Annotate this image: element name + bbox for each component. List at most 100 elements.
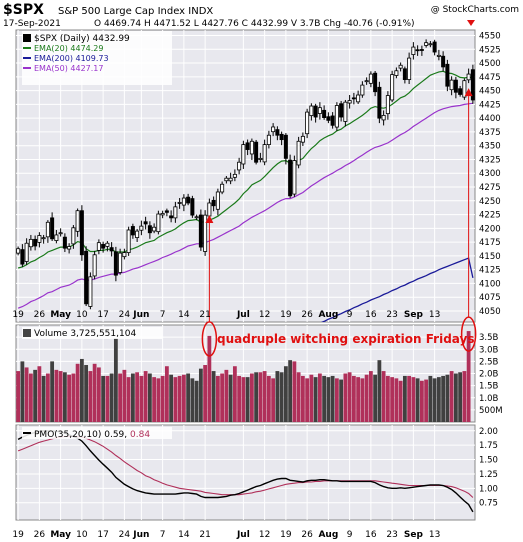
candle-body [351, 97, 356, 100]
candle [428, 41, 433, 48]
candle-body [428, 43, 433, 46]
candle [390, 70, 395, 103]
candle [322, 105, 327, 120]
candle-body [190, 198, 195, 216]
x-tick-label-bottom: 26 [301, 530, 313, 540]
candle-body [41, 237, 46, 240]
candle [41, 234, 46, 244]
candle-body [62, 236, 67, 249]
candle [224, 176, 229, 184]
candle [181, 194, 186, 212]
price-ytick-label: 4450 [479, 87, 501, 97]
candle-body [45, 221, 50, 238]
volume-bar [241, 377, 246, 422]
candle [453, 76, 458, 99]
volume-bar [207, 335, 212, 422]
price-ytick-label: 4150 [479, 252, 501, 262]
candle-body [343, 101, 348, 122]
volume-bar [322, 375, 327, 422]
volume-bar [466, 331, 471, 422]
candle [58, 228, 63, 237]
candle [71, 225, 76, 249]
candle-body [203, 214, 208, 252]
volume-bar [37, 366, 42, 422]
candle-body [156, 213, 161, 233]
volume-bar [424, 379, 429, 422]
x-tick-label-price: 16 [365, 310, 377, 320]
volume-bar [20, 361, 25, 422]
volume-ytick-label: 1.5B [479, 382, 499, 392]
candle [45, 220, 50, 243]
candle-body [254, 141, 259, 163]
x-tick-label-bottom: 10 [76, 530, 88, 540]
x-tick-label-price: 21 [199, 310, 210, 320]
volume-bar [215, 375, 220, 422]
candle-body [186, 196, 191, 204]
volume-bar [326, 377, 331, 422]
candle [254, 139, 259, 165]
price-ytick-label: 4550 [479, 32, 501, 42]
candle-body [164, 210, 169, 213]
volume-bar [453, 373, 458, 422]
x-tick-label-price: 23 [386, 310, 397, 320]
candle-body [24, 242, 29, 262]
candle [258, 152, 263, 163]
price-ytick-label: 4475 [479, 73, 501, 83]
candle [62, 233, 67, 253]
candle [470, 64, 475, 104]
candle-body [54, 234, 59, 241]
candle [373, 70, 378, 97]
x-tick-label-bottom: 26 [34, 530, 46, 540]
annotation-arrowhead [464, 88, 473, 97]
candle [28, 234, 33, 251]
candle [347, 95, 352, 109]
candle [343, 99, 348, 127]
pmo-ytick-label: 1.75 [479, 441, 498, 451]
candle-body [377, 86, 382, 119]
candle [198, 209, 203, 251]
candle [309, 103, 314, 121]
volume-bar [105, 375, 110, 422]
candle-body [458, 88, 463, 95]
volume-ytick-label: 3.0B [479, 345, 499, 355]
candle [411, 42, 416, 60]
candle [211, 196, 216, 212]
candle-body [373, 72, 378, 93]
x-tick-label-price: Jul [236, 310, 250, 320]
price-ytick-label: 4375 [479, 128, 501, 138]
volume-bar [407, 375, 412, 422]
pmo-ytick-label: 1.25 [479, 470, 498, 480]
volume-ytick-label: 2.5B [479, 357, 499, 367]
ema200-line [320, 257, 474, 322]
volume-bar [228, 374, 233, 422]
pmo-line [17, 430, 474, 513]
annotation-arrowhead [205, 214, 214, 223]
x-tick-label-bottom: Jul [236, 530, 250, 540]
watermark: @ StockCharts.com [431, 5, 519, 15]
down-triangle-icon [467, 20, 475, 26]
volume-bar [211, 371, 216, 422]
x-tick-label-price: 14 [178, 310, 190, 320]
x-tick-label-bottom: 19 [12, 530, 24, 540]
candle-body [101, 244, 106, 249]
volume-bar [118, 373, 123, 422]
candle-body [109, 247, 114, 252]
candle-body [224, 177, 229, 182]
price-ytick-label: 4525 [479, 45, 501, 55]
candle-body [322, 109, 327, 118]
candle [113, 246, 118, 282]
candle [194, 214, 199, 221]
candle-body [305, 111, 310, 135]
volume-bar [198, 368, 203, 422]
candle [177, 198, 182, 209]
candle [394, 67, 399, 79]
volume-bar [309, 374, 314, 422]
volume-bar [41, 375, 46, 422]
volume-bar [351, 375, 356, 422]
candle [415, 45, 420, 56]
candle [377, 81, 382, 124]
candle-body [118, 252, 123, 273]
volume-bar [339, 379, 344, 422]
candle [466, 68, 471, 84]
volume-bar [385, 375, 390, 422]
